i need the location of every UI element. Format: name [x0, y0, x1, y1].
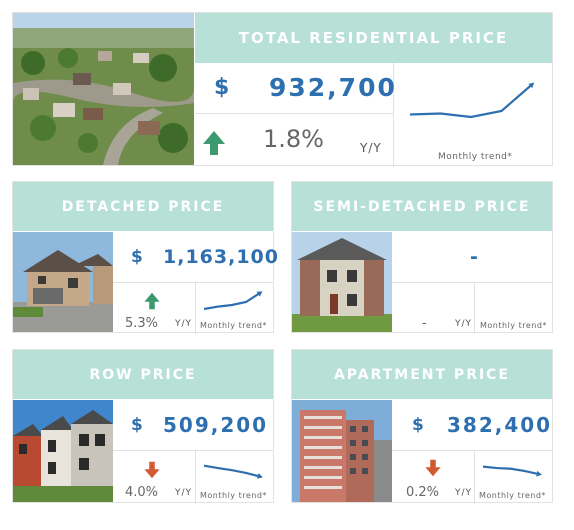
row-card: ROW PRICE $ 509,200 4.0% Y/Y Monthly tre… [12, 349, 274, 504]
detached-header: DETACHED PRICE [13, 182, 273, 231]
row-change: 4.0% [125, 485, 159, 500]
semi-detached-trend-label: Monthly trend* [480, 321, 547, 330]
row-trend-arrowhead [257, 473, 263, 479]
total-trend-label: Monthly trend* [438, 152, 513, 162]
apartment-tower-photo [292, 400, 392, 502]
detached-divider [113, 282, 273, 283]
row-yy-label: Y/Y [175, 488, 193, 498]
detached-title: DETACHED PRICE [61, 198, 225, 215]
row-trend-line [203, 464, 261, 478]
detached-yy-label: Y/Y [175, 319, 193, 329]
semi-detached-yy-label: Y/Y [455, 319, 473, 329]
semi-divider [392, 282, 552, 283]
apartment-card: APARTMENT PRICE $ 382,400 0. [291, 349, 553, 504]
total-residential-card: TOTAL RESIDENTIAL PRICE $ 932,700 1.8% Y… [12, 12, 553, 167]
row-price: 509,200 [163, 413, 269, 437]
detached-divider [195, 282, 196, 334]
apartment-yy-label: Y/Y [455, 488, 473, 498]
apartment-currency: $ [412, 415, 424, 435]
total-change: 1.8% [263, 125, 324, 153]
apartment-change: 0.2% [406, 485, 440, 500]
detached-price: 1,163,100 [163, 246, 279, 268]
row-trend-sparkline [203, 464, 263, 479]
semi-divider [474, 282, 475, 334]
apartment-trend-line [482, 465, 540, 476]
detached-currency: $ [131, 247, 143, 267]
apartment-trend-sparkline [482, 465, 542, 477]
row-divider [113, 450, 273, 451]
detached-trend-label: Monthly trend* [200, 321, 267, 330]
detached-change: 5.3% [125, 316, 159, 331]
row-trend-label: Monthly trend* [200, 491, 267, 500]
detached-trend-line [203, 292, 261, 311]
row-currency: $ [131, 415, 143, 435]
detached-card: DETACHED PRICE $ 1,163,100 5.3% Y/Y Mont… [12, 181, 278, 334]
down-arrow-icon [425, 459, 441, 477]
semi-detached-header: SEMI-DETACHED PRICE [292, 182, 552, 231]
row-header: ROW PRICE [13, 350, 273, 399]
total-residential-header: TOTAL RESIDENTIAL PRICE [195, 13, 552, 63]
total-trend-arrowhead [528, 82, 535, 89]
neighborhood-aerial-photo [13, 13, 194, 165]
detached-house-photo [13, 232, 113, 332]
row-townhouse-photo [13, 400, 113, 502]
down-arrow-icon [144, 461, 160, 479]
semi-detached-price: - [470, 246, 480, 268]
semi-detached-title: SEMI-DETACHED PRICE [313, 198, 531, 215]
apartment-title: APARTMENT PRICE [333, 366, 511, 383]
row-divider [195, 450, 196, 504]
semi-detached-change: - [422, 316, 427, 331]
detached-trend-sparkline [203, 291, 263, 311]
apartment-divider [474, 450, 475, 504]
apartment-header: APARTMENT PRICE [292, 350, 552, 399]
total-yy-label: Y/Y [360, 141, 382, 155]
total-trend-sparkline [409, 82, 535, 119]
apartment-divider [392, 450, 552, 451]
apartment-price: 382,400 [447, 413, 553, 437]
total-price: 932,700 [269, 73, 397, 102]
apartment-trend-label: Monthly trend* [479, 491, 546, 500]
semi-detached-card: SEMI-DETACHED PRICE - - Y/Y Monthly tren… [291, 181, 553, 334]
row-title: ROW PRICE [89, 366, 197, 383]
up-arrow-icon [144, 292, 160, 310]
total-trend-line [409, 83, 533, 119]
total-currency: $ [214, 75, 230, 100]
semi-detached-house-photo [292, 232, 392, 332]
total-residential-title: TOTAL RESIDENTIAL PRICE [238, 29, 509, 47]
up-arrow-icon [203, 131, 225, 155]
total-divider [195, 113, 393, 114]
detached-trend-arrowhead [256, 291, 263, 297]
total-divider [393, 63, 394, 167]
apartment-trend-arrowhead [536, 470, 542, 477]
